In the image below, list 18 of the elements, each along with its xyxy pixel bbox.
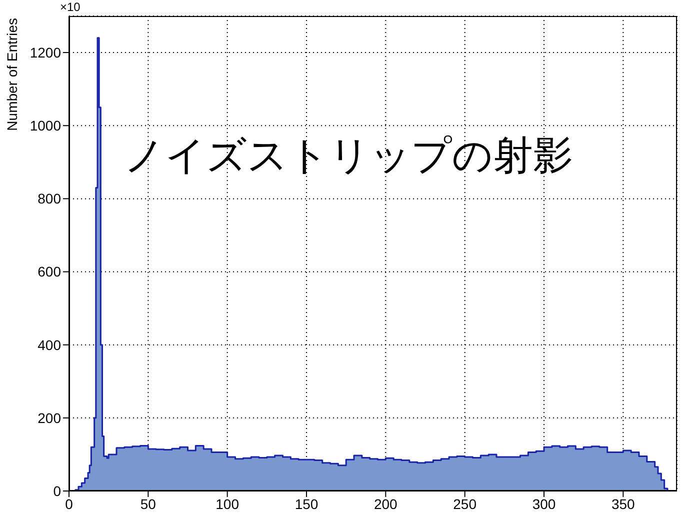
x-tick-label: 0 [65,496,74,512]
x-tick-label: 50 [140,496,156,512]
text: ×10 [60,0,80,14]
y-tick-label: 200 [38,410,62,426]
y-tick-label: 0 [53,482,62,499]
y-tick-label: 1000 [30,118,62,134]
y-tick-label: 800 [38,190,62,207]
x-tick-label: 200 [374,496,398,512]
y-tick-label: 1200 [30,44,62,61]
y-tick-label: 600 [38,264,62,280]
x-tick-label: 150 [294,496,318,512]
text: ノイズストリップの射影 [124,132,573,181]
x-tick-label: 300 [532,496,556,512]
y-tick-label: 400 [38,336,62,353]
x-tick-label: 250 [453,496,477,512]
y-axis-title: Number of Entries [4,18,20,131]
x-tick-label: 350 [611,496,636,512]
x-tick-label: 100 [216,496,240,512]
